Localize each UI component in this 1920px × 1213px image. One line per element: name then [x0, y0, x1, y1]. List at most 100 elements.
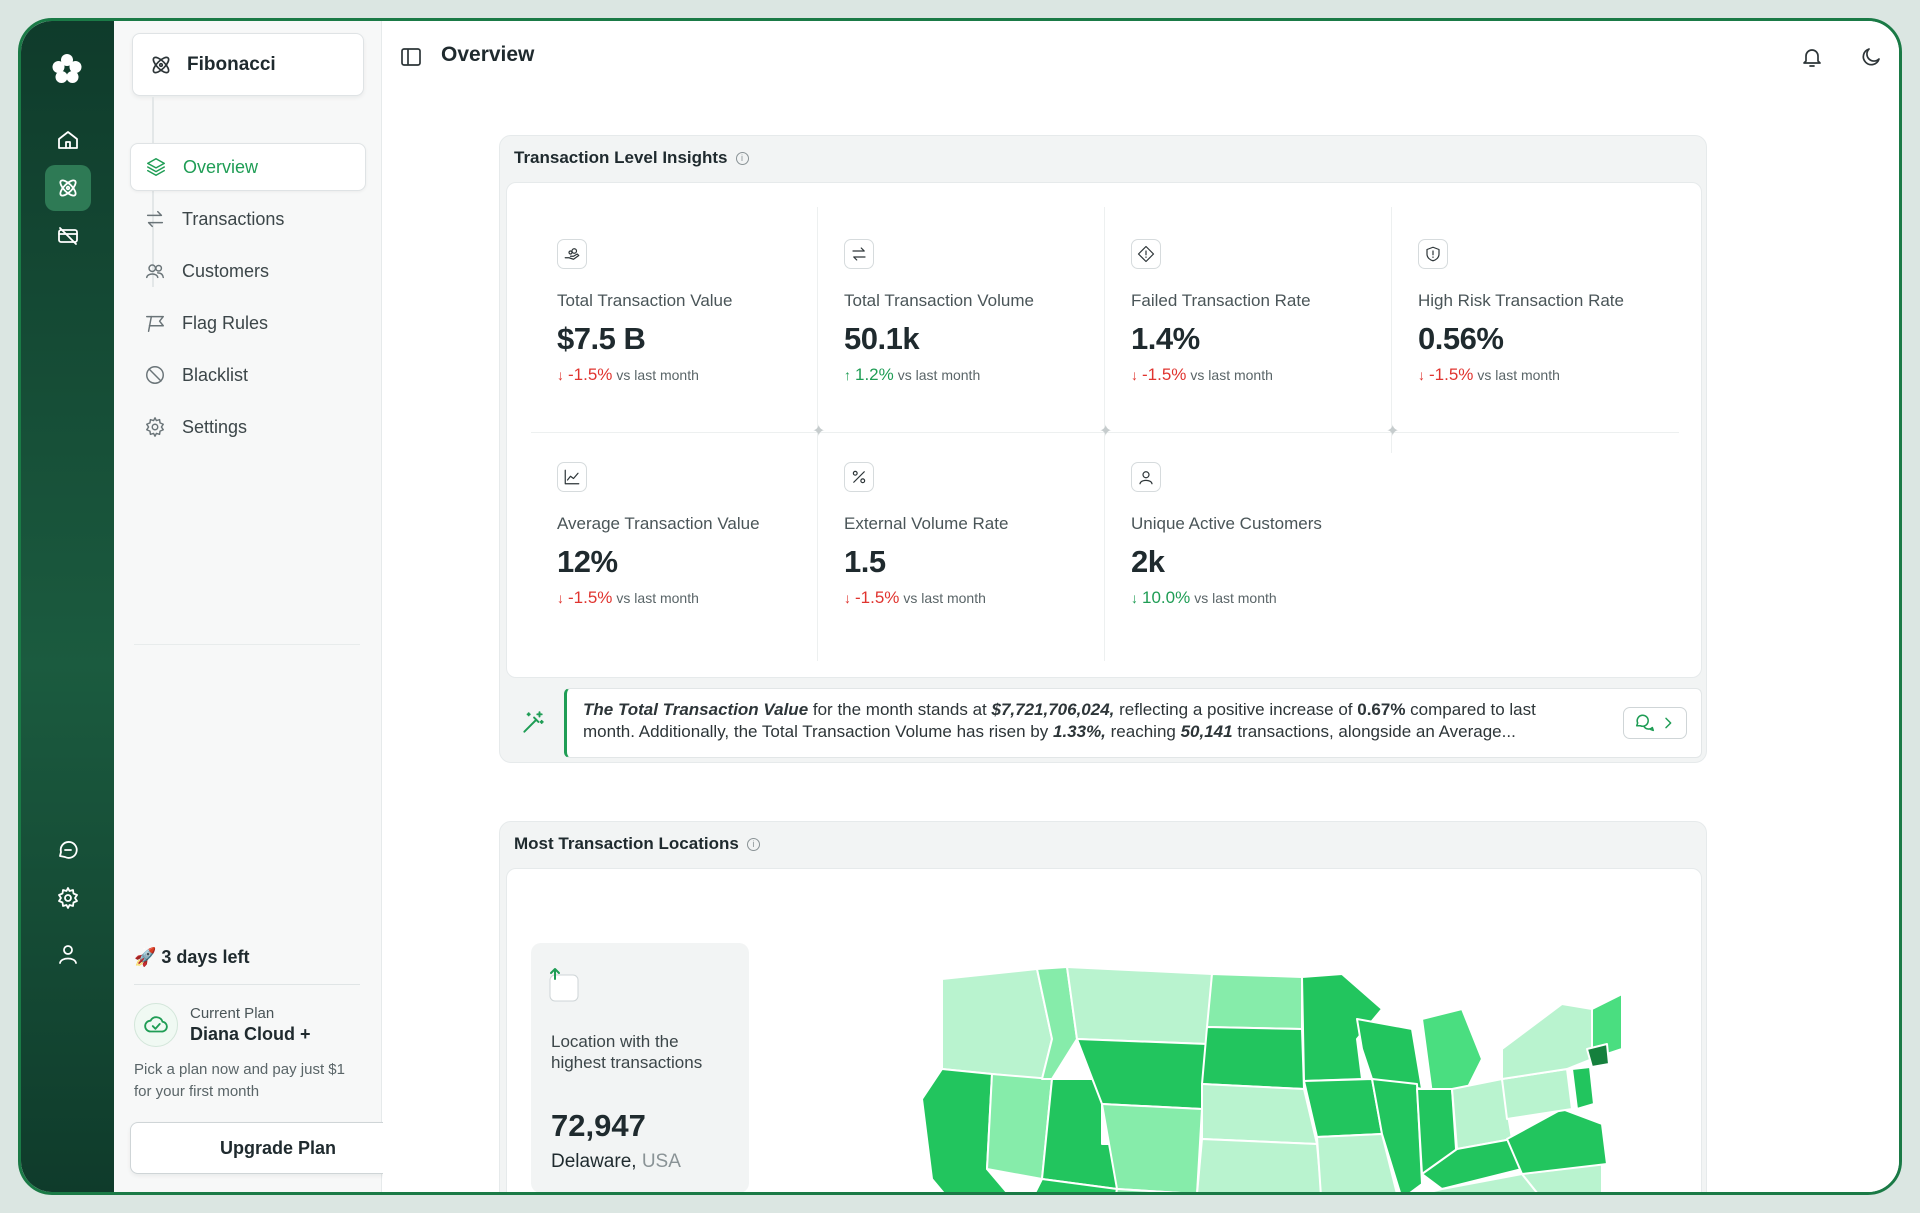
sidebar-item-flag-rules[interactable]: Flag Rules: [130, 299, 366, 347]
metric-value: 0.56%: [1418, 321, 1504, 356]
map-region-pacific-northwest[interactable]: [941, 968, 1053, 1080]
summary-text-part: for the month stands at: [808, 700, 992, 719]
workspace-name: Fibonacci: [187, 53, 276, 75]
arrow-down-icon: ↓: [844, 590, 851, 606]
grid-divider: [817, 207, 818, 661]
nav-tree-line: [152, 97, 154, 287]
map-region-arizona[interactable]: [1022, 1178, 1118, 1195]
summary-emphasis: 50,141: [1180, 722, 1233, 741]
hand-coins-icon: [557, 239, 587, 269]
rail-settings-button[interactable]: [45, 875, 91, 921]
map-region-colorado[interactable]: [1101, 1103, 1203, 1194]
open-chat-button[interactable]: [1623, 707, 1687, 739]
map-region-south-dakota[interactable]: [1201, 1026, 1305, 1090]
map-region-missouri[interactable]: [1316, 1133, 1402, 1195]
metric-label: High Risk Transaction Rate: [1418, 291, 1624, 310]
metric-change-suffix: vs last month: [897, 367, 981, 383]
insights-header: Transaction Level Insights i: [514, 148, 749, 168]
map-region-new-jersey[interactable]: [1571, 1066, 1595, 1110]
workspace-switcher[interactable]: Fibonacci: [132, 33, 364, 96]
locations-body: Location with the highest transactions 7…: [506, 868, 1702, 1195]
map-region-new-mexico[interactable]: [1102, 1188, 1197, 1195]
map-region-iowa[interactable]: [1303, 1078, 1383, 1138]
map-region-north-dakota[interactable]: [1206, 973, 1303, 1030]
sidebar-item-blacklist[interactable]: Blacklist: [130, 351, 366, 399]
top-location-value: 72,947: [551, 1108, 646, 1143]
rail-cards-button[interactable]: [45, 213, 91, 259]
metric-change-suffix: vs last month: [903, 590, 986, 606]
swap-icon: [146, 210, 164, 228]
percent-icon: [844, 462, 874, 492]
sidebar-item-label: Flag Rules: [182, 312, 269, 333]
current-plan-name: Diana Cloud +: [190, 1024, 311, 1044]
metric-average-transaction-value[interactable]: Average Transaction Value 12% ↓ -1.5% vs l…: [557, 462, 817, 608]
metric-total-transaction-volume[interactable]: Total Transaction Volume 50.1k ↑ 1.2% vs l…: [844, 239, 1104, 385]
arrow-down-icon: ↓: [557, 590, 564, 606]
metric-change-suffix: vs last month: [1194, 590, 1277, 606]
plan-description: Pick a plan now and pay just $1 for your…: [134, 1061, 345, 1100]
metric-total-transaction-value[interactable]: Total Transaction Value $7.5 B ↓ -1.5% vs …: [557, 239, 817, 385]
info-icon[interactable]: i: [746, 837, 760, 851]
icon-rail: [21, 21, 114, 1192]
rail-profile-button[interactable]: [45, 931, 91, 977]
metric-value: $7.5 B: [557, 321, 646, 356]
insights-card: Transaction Level Insights i ✦ ✦ ✦ Total…: [499, 135, 1707, 763]
info-icon[interactable]: i: [735, 151, 749, 165]
usa-choropleth-map: [921, 966, 1622, 1195]
map-region-new-england[interactable]: [1591, 993, 1622, 1060]
top-bar: Overview: [383, 21, 1899, 91]
sidebar-item-customers[interactable]: Customers: [130, 247, 366, 295]
grid-divider: [531, 432, 1679, 433]
metric-external-volume-rate[interactable]: External Volume Rate 1.5 ↓ -1.5% vs last m…: [844, 462, 1104, 608]
trending-up-icon: [549, 968, 579, 1002]
diamond-alert-icon: [1131, 239, 1161, 269]
map-region-nebraska[interactable]: [1201, 1083, 1318, 1145]
metric-value: 50.1k: [844, 321, 920, 356]
toggle-sidebar-button[interactable]: [399, 45, 423, 74]
grid-plus-marker: ✦: [1099, 423, 1113, 440]
summary-text-part: compared to last month. Additionally, th…: [583, 700, 1536, 741]
rail-insights-button[interactable]: [45, 165, 91, 211]
metric-change: -1.5%: [568, 365, 613, 384]
main-content: Overview Transaction Level Insights i ✦ …: [383, 21, 1899, 1192]
current-plan-label: Current Plan: [190, 1005, 275, 1022]
map-region-kansas[interactable]: [1196, 1138, 1323, 1195]
top-location-place: Delaware, USA: [551, 1151, 681, 1173]
metric-change-suffix: vs last month: [616, 367, 699, 383]
metric-label: Unique Active Customers: [1131, 514, 1322, 533]
sidebar-item-label: Customers: [182, 260, 270, 281]
metric-failed-transaction-rate[interactable]: Failed Transaction Rate 1.4% ↓ -1.5% vs la…: [1131, 239, 1391, 385]
metric-value: 12%: [557, 544, 618, 579]
home-icon: [58, 131, 78, 149]
notifications-button[interactable]: [1800, 45, 1824, 74]
sidebar-item-settings[interactable]: Settings: [130, 403, 366, 451]
map-region-virginia[interactable]: [1506, 1108, 1608, 1175]
sidebar: Fibonacci Overview Transactions Customer…: [114, 21, 426, 1192]
grid-divider: [1391, 207, 1392, 453]
chart-icon: [557, 462, 587, 492]
rail-support-button[interactable]: [45, 827, 91, 873]
metric-label: Total Transaction Volume: [844, 291, 1034, 310]
metric-label: Failed Transaction Rate: [1131, 291, 1311, 310]
metric-unique-active-customers[interactable]: Unique Active Customers 2k ↓ 10.0% vs last…: [1131, 462, 1391, 608]
metrics-grid: ✦ ✦ ✦ Total Transaction Value $7.5 B ↓ -1…: [506, 182, 1702, 678]
metric-change: -1.5%: [855, 588, 900, 607]
metric-high-risk-transaction-rate[interactable]: High Risk Transaction Rate 0.56% ↓ -1.5% v…: [1418, 239, 1678, 385]
map-region-montana[interactable]: [1066, 966, 1213, 1045]
sidebar-item-overview[interactable]: Overview: [130, 143, 366, 191]
top-location-card[interactable]: Location with the highest transactions 7…: [531, 943, 749, 1192]
map-region-nevada[interactable]: [986, 1073, 1053, 1180]
upgrade-plan-button[interactable]: Upgrade Plan: [130, 1122, 426, 1174]
metric-change-suffix: vs last month: [1477, 367, 1560, 383]
metric-value: 1.5: [844, 544, 886, 579]
metric-label: Total Transaction Value: [557, 291, 733, 310]
summary-emphasis: 0.67%: [1357, 700, 1406, 719]
shield-alert-icon: [1418, 239, 1448, 269]
map-region-michigan[interactable]: [1421, 1008, 1483, 1100]
theme-toggle-button[interactable]: [1859, 45, 1883, 74]
locations-title: Most Transaction Locations: [514, 834, 739, 853]
map-region-delaware[interactable]: [1586, 1043, 1610, 1068]
map-region-illinois[interactable]: [1371, 1078, 1423, 1195]
sidebar-item-transactions[interactable]: Transactions: [130, 195, 366, 243]
rail-home-button[interactable]: [45, 117, 91, 163]
